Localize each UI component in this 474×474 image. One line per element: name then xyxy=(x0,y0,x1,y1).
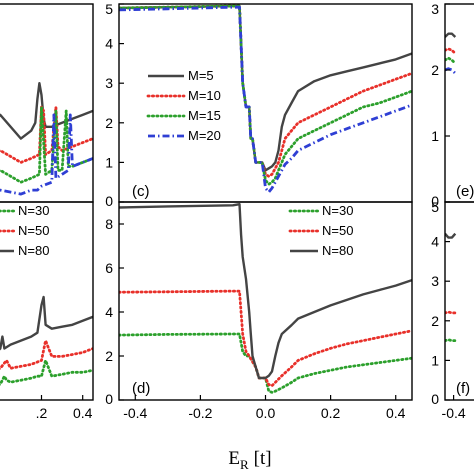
panel-f: -0.40 1 2 3 4 5 (f) xyxy=(431,199,474,421)
x-axis-label-main: E xyxy=(228,448,240,469)
plot-area-d xyxy=(119,202,412,394)
y-tick-label-c-4: 4 xyxy=(105,36,113,52)
x-tick-label-d-3: 0.2 xyxy=(321,405,341,421)
y-tick-label-c-5: 5 xyxy=(105,1,113,17)
legend-a2: N=30 N=50 N=80 xyxy=(0,203,49,258)
legend-label-c-1: M=10 xyxy=(188,88,221,103)
legend-label-a2-1: N=50 xyxy=(18,223,49,238)
legend-label-c-2: M=15 xyxy=(188,108,221,123)
panel-b xyxy=(0,3,94,203)
series-line-b-0 xyxy=(0,81,93,140)
x-tick-label-a2-1: 0.4 xyxy=(73,405,93,421)
x-tick-label-a2-0: .2 xyxy=(36,405,48,421)
plot-area-e xyxy=(445,32,457,75)
series-line-f-1 xyxy=(445,310,457,315)
y-tick-label-f-1: 1 xyxy=(431,352,439,368)
y-tick-label-c-2: 2 xyxy=(105,115,113,131)
series-line-f-2 xyxy=(445,338,457,343)
legend-label-a2-2: N=80 xyxy=(18,243,49,258)
series-line-e-3 xyxy=(445,67,457,75)
x-axis-label-unit: [t] xyxy=(254,448,272,469)
series-line-a2-2 xyxy=(0,295,93,351)
panel-label-c: (c) xyxy=(132,183,150,200)
panel-label-e: (e) xyxy=(456,183,474,200)
plot-area-b xyxy=(0,81,93,196)
y-tick-label-f-4: 4 xyxy=(431,234,439,250)
panel-frame-e xyxy=(444,3,474,203)
legend-c: M=5 M=10 M=15 M=20 xyxy=(146,68,221,143)
legend-label-c-0: M=5 xyxy=(188,68,214,83)
legend-d: N=30 N=50 N=80 xyxy=(288,203,353,258)
legend-label-a2-0: N=30 xyxy=(18,203,49,218)
y-tick-label-e-1: 1 xyxy=(431,128,439,144)
x-tick-label-f-0: -0.4 xyxy=(442,405,466,421)
x-tick-label-d-0: -0.4 xyxy=(123,405,147,421)
series-line-a2-0 xyxy=(0,358,93,386)
y-tick-label-e-0: 0 xyxy=(431,193,439,209)
series-line-d-2 xyxy=(119,202,412,380)
legend-label-d-0: N=30 xyxy=(322,203,353,218)
panels-group: 0 1 2 3 4 5 (c) M=5 M=10 M=15 M=20 0 1 2 3 (e) .2 0.4 N=30… xyxy=(0,1,474,421)
x-axis-label: ER [t] xyxy=(228,448,271,472)
panel-d: -0.4 -0.2 0.0 0.2 0.4 0 2 4 6 8 (d) N=30 N=50 N=80 xyxy=(105,201,413,421)
y-tick-label-d-2: 4 xyxy=(105,304,113,320)
legend-label-c-3: M=20 xyxy=(188,128,221,143)
panel-frame-f xyxy=(444,201,474,401)
y-tick-label-c-0: 0 xyxy=(105,193,113,209)
panel-label-f: (f) xyxy=(456,380,470,397)
y-tick-label-c-1: 1 xyxy=(105,154,113,170)
panel-frame-d xyxy=(118,201,413,401)
y-tick-label-d-0: 0 xyxy=(105,391,113,407)
series-line-e-1 xyxy=(445,47,457,55)
y-tick-label-f-3: 3 xyxy=(431,273,439,289)
panel-label-d: (d) xyxy=(132,380,150,397)
x-tick-label-d-1: -0.2 xyxy=(188,405,212,421)
plot-area-c xyxy=(119,4,412,194)
series-line-d-0 xyxy=(119,332,412,394)
panel-c: 0 1 2 3 4 5 (c) M=5 M=10 M=15 M=20 xyxy=(105,1,413,209)
y-tick-label-d-3: 6 xyxy=(105,260,113,276)
series-line-b-3 xyxy=(0,113,93,196)
x-tick-label-d-2: 0.0 xyxy=(256,405,276,421)
plot-area-f xyxy=(445,232,457,343)
series-line-a2-1 xyxy=(0,339,93,370)
panel-frame-b xyxy=(0,3,94,203)
x-axis-label-subscript: R xyxy=(240,457,249,472)
y-tick-label-d-1: 2 xyxy=(105,348,113,364)
y-tick-label-e-3: 3 xyxy=(431,1,439,17)
series-line-f-0 xyxy=(445,232,457,239)
series-line-c-3 xyxy=(119,5,412,194)
panel-e: 0 1 2 3 (e) xyxy=(431,1,474,209)
y-tick-label-f-5: 5 xyxy=(431,199,439,215)
series-line-c-2 xyxy=(119,4,412,186)
y-tick-label-c-3: 3 xyxy=(105,75,113,91)
legend-label-d-1: N=50 xyxy=(322,223,353,238)
series-line-e-2 xyxy=(445,56,457,65)
legend-label-d-2: N=80 xyxy=(322,243,353,258)
series-line-c-1 xyxy=(119,4,412,178)
panel-a2: .2 0.4 N=30 N=50 N=80 xyxy=(0,201,94,421)
x-tick-label-d-4: 0.4 xyxy=(386,405,406,421)
plot-area-a2 xyxy=(0,295,93,386)
y-tick-label-e-2: 2 xyxy=(431,62,439,78)
y-tick-label-f-0: 0 xyxy=(431,391,439,407)
series-line-e-0 xyxy=(445,32,457,38)
series-line-d-1 xyxy=(119,289,412,388)
y-tick-label-f-2: 2 xyxy=(431,313,439,329)
y-tick-label-d-4: 8 xyxy=(105,216,113,232)
